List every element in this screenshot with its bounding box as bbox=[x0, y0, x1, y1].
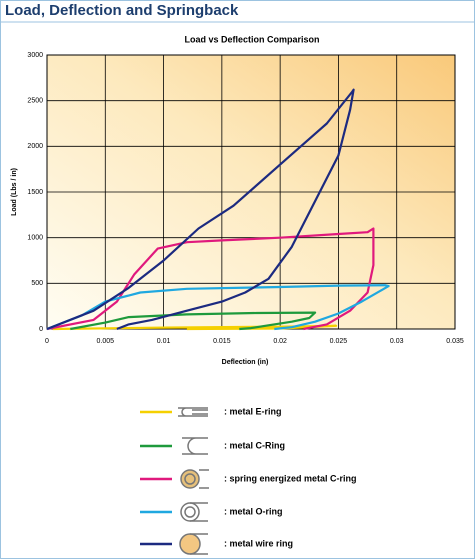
legend-label: : metal C-Ring bbox=[224, 440, 285, 450]
chart-title: Load vs Deflection Comparison bbox=[184, 34, 319, 44]
c-ring-icon bbox=[182, 437, 208, 455]
x-tick-label: 0.005 bbox=[97, 338, 115, 345]
y-tick-label: 2500 bbox=[27, 98, 43, 105]
series-line bbox=[46, 88, 355, 331]
y-tick-label: 1500 bbox=[27, 189, 43, 196]
page-title: Load, Deflection and Springback bbox=[5, 2, 239, 19]
o-ring-icon bbox=[180, 502, 208, 522]
y-tick-label: 500 bbox=[31, 280, 43, 287]
x-tick-label: 0.03 bbox=[390, 338, 404, 345]
x-tick-label: 0.025 bbox=[330, 338, 348, 345]
x-tick-label: 0.02 bbox=[273, 338, 287, 345]
y-tick-label: 2000 bbox=[27, 143, 43, 150]
legend-icons bbox=[178, 407, 209, 555]
y-tick-label: 1000 bbox=[27, 235, 43, 242]
series-line bbox=[52, 324, 338, 331]
legend-label: : metal wire ring bbox=[224, 538, 293, 548]
x-tick-label: 0.015 bbox=[213, 338, 231, 345]
legend-label: : metal O-ring bbox=[224, 506, 283, 516]
series-line bbox=[70, 311, 317, 331]
wire-ring-icon bbox=[179, 533, 208, 555]
y-tick-label: 0 bbox=[39, 326, 43, 333]
x-axis-label: Deflection (in) bbox=[222, 359, 269, 366]
spring-c-ring-icon bbox=[180, 469, 209, 489]
x-tick-label: 0.035 bbox=[446, 338, 464, 345]
x-tick-label: 0.01 bbox=[157, 338, 171, 345]
legend-label: : metal E-ring bbox=[224, 406, 282, 416]
x-tick-label: 0 bbox=[45, 338, 49, 345]
legend-label: : spring energized metal C-ring bbox=[224, 473, 357, 483]
series-line bbox=[46, 227, 375, 331]
y-tick-label: 3000 bbox=[27, 52, 43, 59]
y-axis-label: Load (Lbs / in) bbox=[11, 168, 18, 216]
e-ring-icon bbox=[178, 407, 208, 417]
